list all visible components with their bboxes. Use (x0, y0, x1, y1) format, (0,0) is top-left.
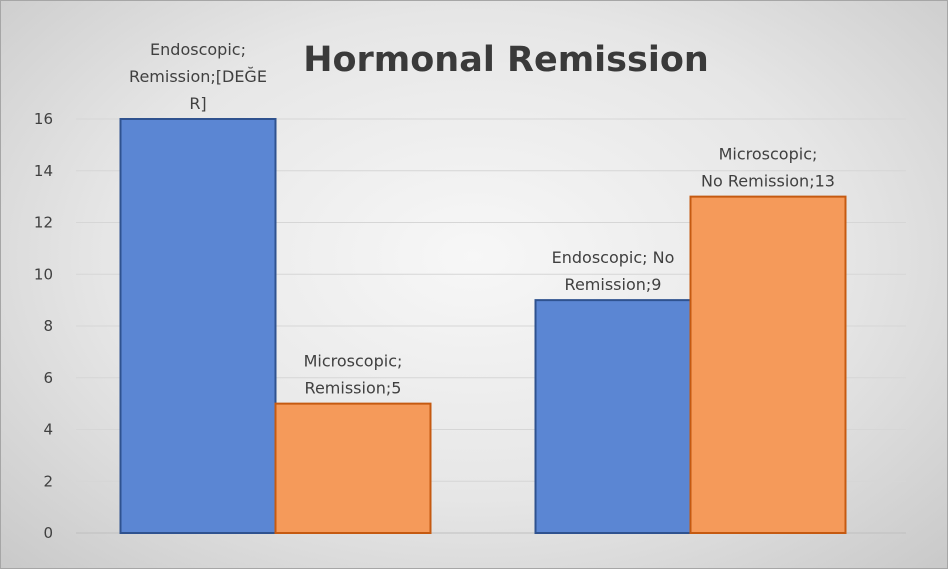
y-tick-label-2: 2 (43, 472, 53, 490)
data-label-2: Endoscopic; No Remission;9 (552, 248, 675, 294)
data-label-line: R] (189, 94, 206, 113)
data-label-line: Endoscopic; No (552, 248, 675, 267)
y-tick-label-14: 14 (34, 162, 53, 180)
data-label-line: No Remission;13 (701, 172, 835, 191)
data-label-line: Endoscopic; (150, 40, 246, 59)
data-label-0: Endoscopic; Remission;[DEĞE R] (129, 40, 267, 113)
data-label-line: Remission;5 (305, 379, 402, 398)
data-labels: Endoscopic; Remission;[DEĞE R] Microscopic;… (129, 40, 835, 398)
data-label-3: Microscopic; No Remission;13 (701, 145, 835, 191)
bars (119, 118, 847, 534)
y-axis: 0 2 4 6 8 10 12 14 16 (34, 110, 53, 542)
bar-0 (119, 118, 277, 534)
data-label-line: Microscopic; (304, 352, 403, 371)
y-tick-label-8: 8 (43, 317, 53, 335)
y-tick-label-6: 6 (43, 369, 53, 387)
data-label-line: Microscopic; (719, 145, 818, 164)
data-label-line: Remission;[DEĞE (129, 67, 267, 86)
data-label-1: Microscopic; Remission;5 (304, 352, 403, 398)
y-tick-label-10: 10 (34, 265, 53, 283)
chart-title: Hormonal Remission (303, 40, 709, 80)
y-tick-label-12: 12 (34, 214, 53, 232)
y-tick-label-4: 4 (43, 421, 53, 439)
bar-3 (689, 195, 847, 534)
y-tick-label-16: 16 (34, 110, 53, 128)
bar-1 (274, 402, 432, 534)
y-tick-label-0: 0 (43, 524, 53, 542)
data-label-line: Remission;9 (565, 275, 662, 294)
bar-2 (534, 299, 692, 534)
